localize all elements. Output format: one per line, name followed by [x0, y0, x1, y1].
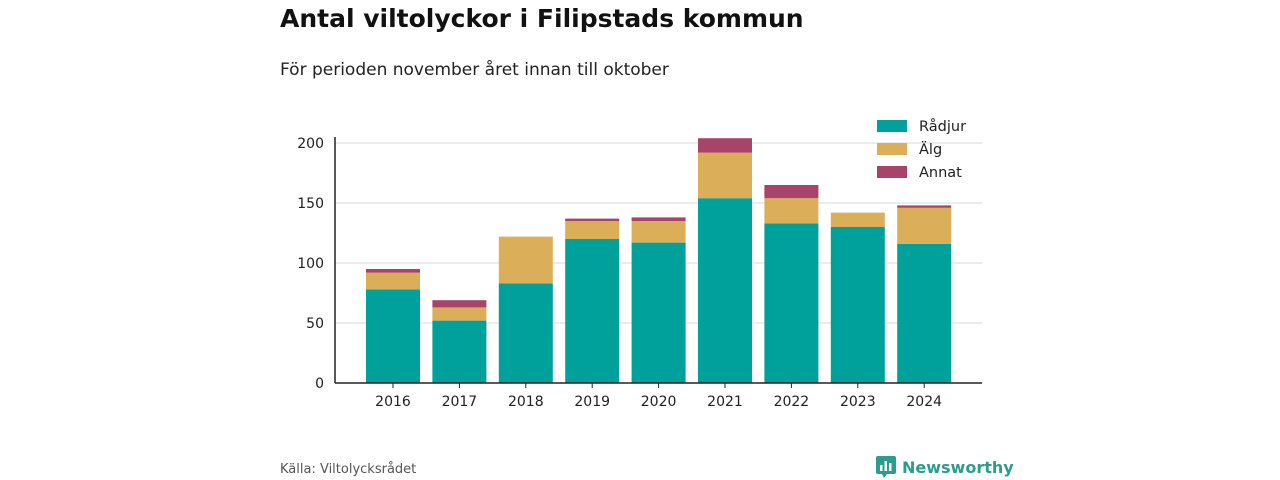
bar-2019-älg [565, 221, 620, 239]
bar-2021-älg [698, 152, 752, 199]
y-tick-label-150: 150 [297, 196, 324, 212]
bars [366, 138, 952, 383]
bar-2016-annat [366, 269, 420, 273]
bar-2019-annat [565, 218, 620, 221]
bar-2017-rådjur [432, 320, 487, 383]
axes: 0 50 100 150 200 2016 2017 2018 2019 2020 2021 2022… [297, 136, 982, 410]
y-tick-label-100: 100 [297, 256, 324, 272]
legend-swatch-rådjur [877, 120, 907, 132]
bar-2020-rådjur [631, 242, 686, 383]
bar-2016-älg [366, 272, 420, 290]
chart-subtitle: För perioden november året innan till ok… [280, 60, 669, 80]
bar-2024-rådjur [897, 243, 952, 383]
bar-2022-annat [764, 185, 819, 199]
source-note: Källa: Viltolycksrådet [280, 462, 417, 477]
bar-2019-rådjur [565, 239, 620, 383]
bar-2023-älg [830, 212, 885, 227]
x-tick-label-2023: 2023 [840, 394, 876, 410]
x-tick-label-2016: 2016 [375, 394, 411, 410]
bar-2021-rådjur [698, 198, 752, 383]
legend-swatch-annat [877, 166, 907, 178]
bar-2017-älg [432, 307, 487, 321]
bar-2024-älg [897, 207, 952, 244]
bar-2022-rådjur [764, 223, 819, 383]
x-tick-label-2021: 2021 [707, 394, 743, 410]
bar-2024-annat [897, 205, 952, 208]
x-tick-label-2020: 2020 [641, 394, 677, 410]
bar-2016-rådjur [366, 289, 420, 383]
newsworthy-logo-icon [876, 456, 896, 478]
brand-name: Newsworthy [902, 457, 1014, 477]
y-tick-label-0: 0 [315, 376, 324, 392]
legend-label-annat: Annat [919, 165, 962, 181]
legend-label-rådjur: Rådjur [919, 118, 966, 135]
chart-title: Antal viltolyckor i Filipstads kommun [280, 4, 804, 33]
legend-label-älg: Älg [919, 140, 942, 158]
x-tick-label-2024: 2024 [906, 394, 942, 410]
brand[interactable]: Newsworthy [876, 456, 1014, 478]
bar-2020-annat [631, 217, 686, 221]
legend-swatch-älg [877, 143, 907, 155]
legend: Rådjur Älg Annat [877, 118, 966, 181]
bar-2018-älg [498, 236, 553, 284]
x-tick-label-2017: 2017 [442, 394, 478, 410]
y-tick-label-50: 50 [306, 316, 324, 332]
bar-2017-annat [432, 300, 487, 308]
x-tick-label-2019: 2019 [574, 394, 610, 410]
bar-2022-älg [764, 198, 819, 224]
bar-2018-rådjur [498, 283, 553, 383]
bar-2023-rådjur [830, 227, 885, 383]
bar-2020-älg [631, 221, 686, 243]
x-tick-label-2022: 2022 [774, 394, 810, 410]
y-tick-label-200: 200 [297, 136, 324, 152]
bar-2021-annat [698, 138, 752, 153]
x-tick-label-2018: 2018 [508, 394, 544, 410]
